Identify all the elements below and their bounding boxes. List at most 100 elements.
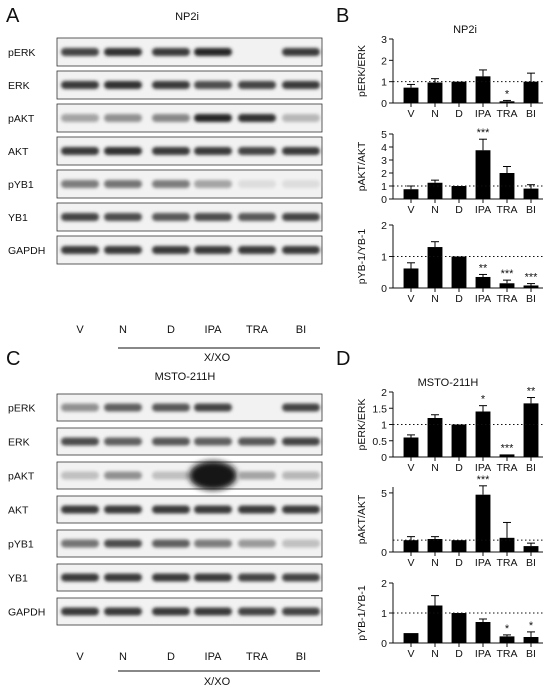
- bar-n: [427, 82, 443, 103]
- x-tick-label-bi: BI: [526, 204, 536, 216]
- x-tick-label-v: V: [407, 557, 414, 569]
- blot-band: [282, 48, 320, 56]
- x-tick-label-ipa: IPA: [475, 462, 491, 474]
- bar-tra: [499, 283, 515, 288]
- lane-label-d: D: [167, 651, 175, 663]
- x-tick-label-bi: BI: [526, 648, 536, 660]
- bar-d: [451, 81, 467, 103]
- significance-marker: *: [529, 620, 534, 632]
- blot-band: [152, 213, 190, 221]
- x-tick-label-v: V: [407, 293, 414, 305]
- x-tick-label-v: V: [407, 648, 414, 660]
- bar-n: [427, 605, 443, 643]
- bar-ipa: [475, 411, 491, 457]
- bar-tra: [499, 537, 515, 552]
- blot-band: [238, 607, 276, 616]
- significance-marker: *: [505, 623, 510, 635]
- blot-band: [189, 461, 237, 490]
- bar-n: [427, 418, 443, 457]
- y-tick-label: 1: [381, 181, 387, 193]
- significance-marker: *: [505, 88, 510, 100]
- blot-band: [152, 147, 190, 155]
- blot-c-labels: pERK ERK pAKT AKT pYB1 YB1 GAPDH: [8, 403, 45, 619]
- blot-band: [152, 403, 190, 412]
- blot-band: [104, 505, 142, 514]
- bar-ipa: [475, 622, 491, 643]
- lane-label-tra: TRA: [246, 651, 269, 663]
- x-tick-label-tra: TRA: [497, 462, 518, 474]
- blot-band: [194, 48, 232, 56]
- blot-band: [282, 147, 320, 155]
- y-tick-label: 0: [381, 194, 387, 206]
- x-tick-label-ipa: IPA: [475, 557, 491, 569]
- significance-marker: **: [527, 386, 536, 398]
- blot-label-perk: pERK: [8, 47, 35, 59]
- blot-band: [194, 607, 232, 616]
- lane-label-d: D: [167, 324, 175, 336]
- lane-labels-a: V N D IPA TRA BI: [76, 324, 306, 336]
- x-tick-label-n: N: [431, 557, 439, 569]
- x-tick-label-n: N: [431, 108, 439, 120]
- significance-marker: ***: [501, 268, 515, 280]
- western-blot-a: [56, 37, 323, 265]
- blot-label-yb1: YB1: [8, 573, 28, 585]
- panel-d-letter: D: [336, 348, 350, 370]
- bar-bi: [523, 403, 539, 457]
- x-tick-label-d: D: [455, 648, 463, 660]
- blot-label-pakt: pAKT: [8, 113, 35, 125]
- x-tick-label-v: V: [407, 108, 414, 120]
- bar-v: [403, 633, 419, 643]
- x-tick-label-tra: TRA: [497, 204, 518, 216]
- blot-label-gapdh: GAPDH: [8, 245, 45, 257]
- x-tick-label-d: D: [455, 557, 463, 569]
- blot-label-pyb1: pYB1: [8, 539, 34, 551]
- x-tick-label-tra: TRA: [497, 293, 518, 305]
- lane-label-bi: BI: [296, 324, 306, 336]
- blot-band: [194, 114, 232, 122]
- blot-band: [61, 403, 99, 412]
- x-tick-label-bi: BI: [526, 462, 536, 474]
- blot-band: [152, 114, 190, 122]
- significance-marker: ***: [477, 474, 491, 486]
- x-tick-label-bi: BI: [526, 557, 536, 569]
- blot-band: [61, 607, 99, 616]
- x-tick-label-n: N: [431, 293, 439, 305]
- blot-strip: [56, 393, 323, 422]
- y-tick-label: 1: [381, 608, 387, 620]
- blot-band: [152, 539, 190, 548]
- blot-band: [194, 573, 232, 582]
- y-axis-label: pERK/ERK: [356, 399, 368, 451]
- blot-label-yb1: YB1: [8, 212, 28, 224]
- blot-band: [61, 539, 99, 548]
- bar-d: [451, 186, 467, 199]
- blot-a-labels: pERK ERK pAKT AKT pYB1 YB1 GAPDH: [8, 47, 45, 257]
- blot-band: [238, 471, 276, 480]
- lane-labels-c: V N D IPA TRA BI: [76, 651, 306, 663]
- blot-band: [104, 471, 142, 480]
- y-tick-label: 1: [381, 252, 387, 264]
- panel-b-title: NP2i: [453, 24, 477, 36]
- y-tick-label: 4: [381, 142, 387, 154]
- blot-label-erk: ERK: [8, 437, 30, 449]
- blot-band: [152, 48, 190, 56]
- group-label-c: X/XO: [204, 676, 231, 688]
- bar-v: [403, 87, 419, 103]
- bar-v: [403, 268, 419, 288]
- blot-band: [282, 180, 320, 188]
- x-tick-label-tra: TRA: [497, 108, 518, 120]
- x-tick-label-n: N: [431, 462, 439, 474]
- y-tick-label: 2: [381, 168, 387, 180]
- lane-label-n: N: [119, 651, 127, 663]
- y-tick-label: 3: [381, 34, 387, 46]
- blot-band: [104, 437, 142, 446]
- x-tick-label-v: V: [407, 462, 414, 474]
- y-tick-label: 5: [381, 129, 387, 141]
- lane-label-bi: BI: [296, 651, 306, 663]
- significance-marker: *: [481, 394, 486, 406]
- blot-band: [152, 180, 190, 188]
- bar-bi: [523, 81, 539, 103]
- bar-bi: [523, 285, 539, 288]
- bar-tra: [499, 454, 515, 457]
- bar-ipa: [475, 76, 491, 103]
